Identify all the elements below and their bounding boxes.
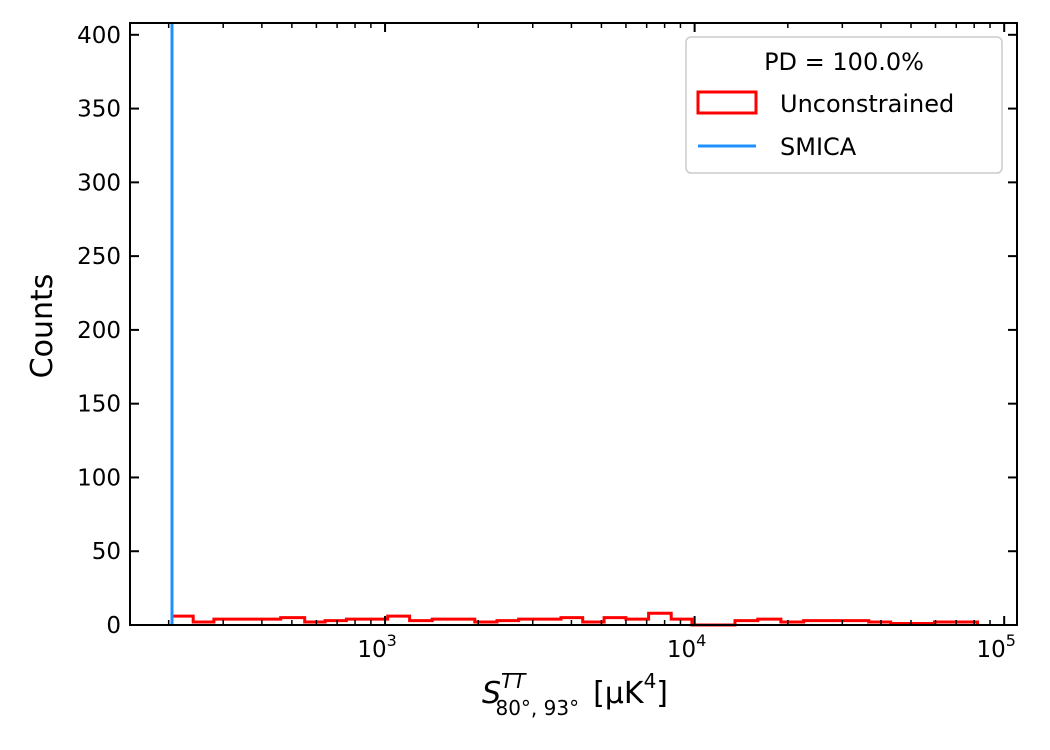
x-label-main: S — [482, 676, 501, 711]
plot-area — [170, 23, 979, 627]
y-tick-label: 300 — [77, 170, 121, 196]
x-label-unit-close: ] — [656, 676, 668, 711]
y-tick-label: 50 — [92, 539, 121, 565]
y-tick-label: 0 — [106, 613, 121, 639]
legend-title: PD = 100.0% — [764, 48, 924, 76]
x-tick-label: 104 — [667, 631, 706, 663]
x-axis-label: STT 80°, 93° [μK4] — [482, 669, 668, 720]
legend-label-unconstrained: Unconstrained — [780, 90, 954, 118]
legend-label-smica: SMICA — [780, 133, 857, 161]
legend: PD = 100.0% Unconstrained SMICA — [685, 36, 1003, 174]
y-tick-label: 200 — [77, 318, 121, 344]
y-tick-label: 100 — [77, 465, 121, 491]
plot-frame — [129, 22, 1018, 626]
y-tick-label: 150 — [77, 392, 121, 418]
x-tick-label: 105 — [976, 631, 1015, 663]
x-label-sup: TT — [501, 669, 527, 693]
x-label-unit-open: [μK — [593, 676, 645, 711]
x-label-sub: 80°, 93° — [495, 696, 579, 720]
axis-ticks: 0 50 100 150 200 250 300 350 400 103 104 105 — [77, 23, 1017, 663]
histogram-series-unconstrained — [170, 611, 979, 627]
x-tick-label: 103 — [357, 631, 396, 663]
y-tick-label: 350 — [77, 97, 121, 123]
legend-box — [685, 36, 1003, 174]
y-axis-label: Counts — [25, 274, 60, 379]
x-label-unit-sup: 4 — [644, 669, 657, 693]
y-tick-label: 400 — [77, 23, 121, 49]
y-tick-label: 250 — [77, 244, 121, 270]
legend-swatch-unconstrained — [696, 90, 758, 115]
